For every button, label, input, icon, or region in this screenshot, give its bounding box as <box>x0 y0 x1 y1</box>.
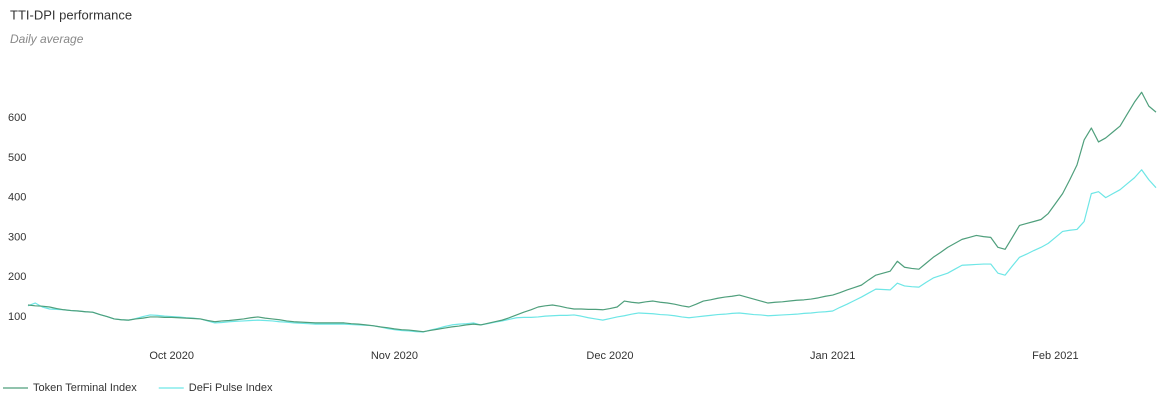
y-tick-label: 300 <box>8 231 26 243</box>
y-tick-label: 100 <box>8 311 26 323</box>
y-tick-label: 500 <box>8 152 26 164</box>
x-tick-label: Oct 2020 <box>149 350 194 362</box>
x-tick-label: Feb 2021 <box>1032 350 1078 362</box>
chart-subtitle: Daily average <box>10 32 84 46</box>
y-tick-label: 200 <box>8 271 26 283</box>
chart-title: TTI-DPI performance <box>10 7 132 22</box>
y-tick-label: 600 <box>8 112 26 124</box>
legend-label: Token Terminal Index <box>33 382 137 394</box>
series-line <box>27 91 1157 333</box>
series-line <box>27 169 1157 333</box>
x-tick-label: Jan 2021 <box>810 350 855 362</box>
y-tick-label: 400 <box>8 192 26 204</box>
x-tick-label: Nov 2020 <box>371 350 418 362</box>
x-tick-label: Dec 2020 <box>586 350 633 362</box>
legend-label: DeFi Pulse Index <box>189 382 273 394</box>
